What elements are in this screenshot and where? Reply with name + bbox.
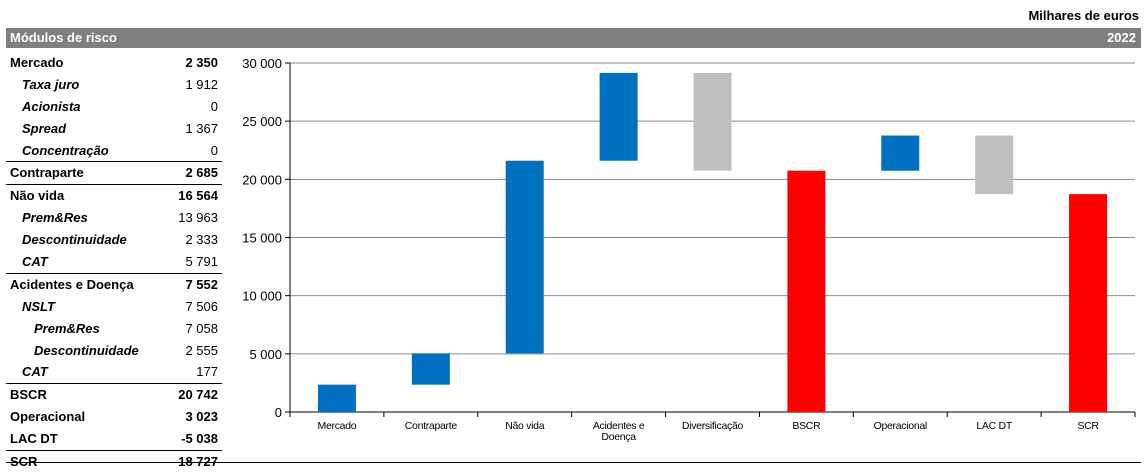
- row-value: 1 912: [185, 76, 218, 92]
- table-row: Taxa juro 1 912: [6, 74, 222, 96]
- row-value: 0: [210, 142, 218, 158]
- bar: [693, 72, 732, 171]
- x-tick-label: BSCR: [792, 420, 821, 432]
- row-value: -5 038: [181, 431, 218, 447]
- table-header: Módulos de risco 2022: [6, 28, 1141, 48]
- bar: [505, 160, 544, 354]
- table-row: NSLT 7 506: [6, 296, 222, 318]
- row-value: 7 552: [185, 276, 218, 292]
- row-label: Descontinuidade: [34, 342, 139, 358]
- table-row: CAT 177: [6, 361, 222, 383]
- bar: [599, 72, 638, 161]
- row-value: 1 367: [185, 120, 218, 136]
- row-value: 2 685: [185, 165, 218, 181]
- row-label: Operacional: [10, 409, 86, 425]
- row-value: 13 963: [178, 210, 218, 226]
- x-tick-label: Diversificação: [682, 420, 744, 432]
- row-label: Mercado: [10, 55, 64, 70]
- bar: [787, 170, 826, 412]
- row-label: Concentração: [22, 142, 109, 158]
- row-value: 2 350: [185, 55, 218, 70]
- bar: [411, 353, 450, 385]
- x-tick-label: Acidentes e: [593, 420, 645, 432]
- row-value: 7 058: [185, 320, 218, 336]
- table-row: Descontinuidade 2 555: [6, 340, 222, 362]
- row-label: Descontinuidade: [22, 232, 127, 248]
- row-label: Taxa juro: [22, 76, 80, 92]
- bottom-rule: [6, 462, 1141, 463]
- risk-modules-table: Mercado 2 350 Taxa juro 1 912 Acionista 0 Spre…: [6, 52, 222, 473]
- table-row: Descontinuidade 2 333: [6, 229, 222, 251]
- y-tick-label: 15 000: [242, 231, 282, 246]
- x-tick-label: LAC DT: [976, 420, 1012, 432]
- row-value: 7 506: [185, 298, 218, 314]
- y-tick-label: 5 000: [249, 347, 282, 362]
- row-value: 2 333: [185, 232, 218, 248]
- y-tick-label: 0: [275, 405, 282, 420]
- row-value: 3 023: [185, 409, 218, 425]
- bar: [1069, 194, 1108, 412]
- row-label: Prem&Res: [34, 320, 100, 336]
- table-row: Acidentes e Doença 7 552: [6, 272, 222, 296]
- table-row: Mercado 2 350: [6, 52, 222, 74]
- x-tick-label: Mercado: [318, 420, 357, 432]
- y-tick-label: 10 000: [242, 289, 282, 304]
- row-value: 0: [210, 98, 218, 114]
- header-title: Módulos de risco: [10, 30, 117, 45]
- y-tick-label: 25 000: [242, 114, 282, 129]
- table-row: Não vida 16 564: [6, 184, 222, 207]
- table-row: Contraparte 2 685: [6, 161, 222, 184]
- row-label: BSCR: [10, 387, 47, 403]
- header-year: 2022: [1107, 30, 1136, 45]
- row-label: CAT: [22, 254, 48, 270]
- table-row: Prem&Res 13 963: [6, 207, 222, 229]
- row-value: 16 564: [178, 188, 218, 204]
- row-value: 2 555: [185, 342, 218, 358]
- row-label: Acidentes e Doença: [10, 276, 134, 292]
- y-tick-label: 30 000: [242, 56, 282, 71]
- table-row: Acionista 0: [6, 96, 222, 118]
- row-label: Spread: [22, 120, 67, 136]
- row-label: Prem&Res: [22, 210, 88, 226]
- x-tick-label: Doença: [601, 431, 636, 443]
- unit-label: Milhares de euros: [1028, 8, 1139, 23]
- row-value: 177: [196, 364, 218, 380]
- table-row: BSCR 20 742: [6, 383, 222, 406]
- table-row: CAT 5 791: [6, 251, 222, 273]
- row-label: Acionista: [22, 98, 81, 114]
- table-row: LAC DT -5 038: [6, 428, 222, 450]
- y-tick-label: 20 000: [242, 172, 282, 187]
- bar: [881, 135, 920, 171]
- row-label: NSLT: [22, 298, 55, 314]
- table-row: Spread 1 367: [6, 118, 222, 140]
- table-row: Concentração 0: [6, 140, 222, 162]
- bar: [975, 135, 1014, 195]
- table-row: Operacional 3 023: [6, 406, 222, 428]
- row-value: 5 791: [185, 254, 218, 270]
- x-tick-label: Não vida: [505, 420, 545, 432]
- x-tick-label: Operacional: [874, 420, 927, 432]
- x-tick-label: Contraparte: [405, 420, 458, 432]
- table-row: Prem&Res 7 058: [6, 318, 222, 340]
- row-label: CAT: [22, 364, 48, 380]
- row-value: 20 742: [178, 387, 218, 403]
- row-label: Não vida: [10, 188, 65, 204]
- row-label: LAC DT: [10, 431, 58, 447]
- row-label: Contraparte: [10, 165, 84, 181]
- x-tick-label: SCR: [1077, 420, 1099, 432]
- bar: [317, 384, 356, 412]
